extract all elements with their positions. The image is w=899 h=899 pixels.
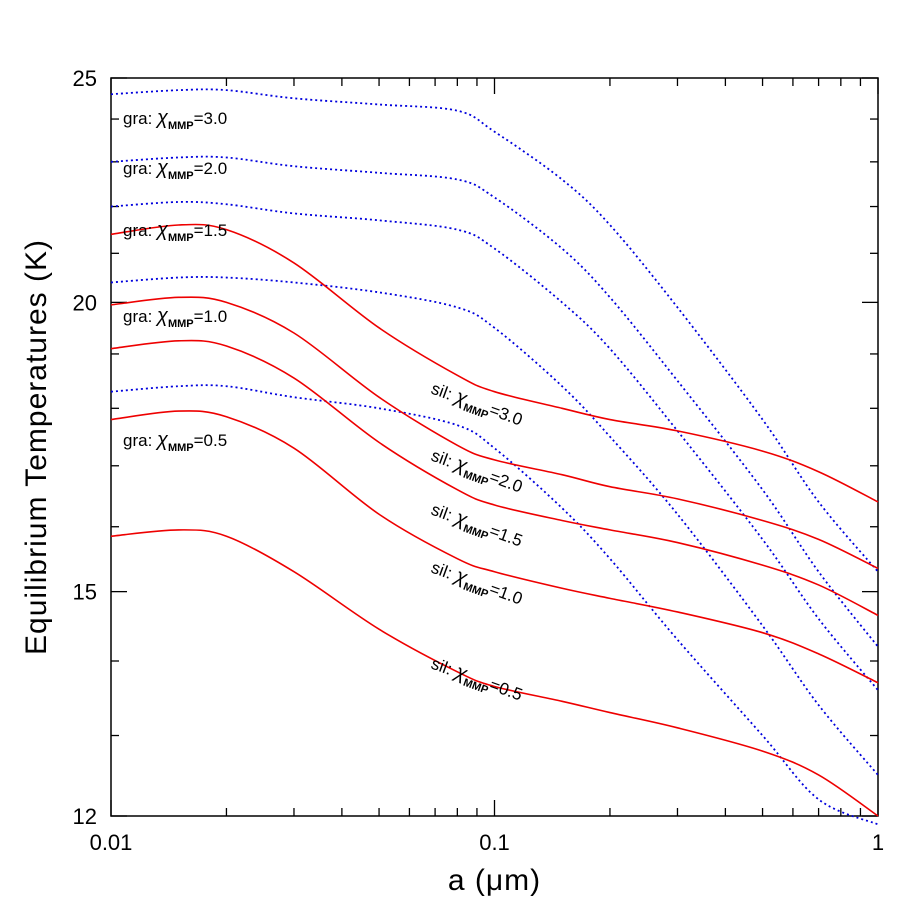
curve-label-sil-2-0: sil: χMMP=2.0: [427, 444, 525, 500]
y-axis-ticks: 12 15 20 25: [73, 66, 878, 829]
y-tick-label: 25: [73, 66, 97, 91]
curve-label-gra-0-5: gra: χMMP=0.5: [123, 429, 227, 454]
series-line-gra-2-0: [110, 155, 879, 648]
curve-label-sil-0-5: sil: χMMP=0.5: [427, 652, 525, 708]
x-axis-title: a (μm): [448, 864, 541, 897]
x-tick-label: 1: [872, 830, 884, 855]
curve-labels: gra: χMMP=3.0 gra: χMMP=2.0 gra: χMMP=1.5 g…: [123, 107, 525, 708]
curve-label-gra-2-0: gra: χMMP=2.0: [123, 157, 227, 182]
series-line-sil-0-5: [110, 529, 879, 817]
y-tick-label: 12: [73, 804, 97, 829]
series-lines: [110, 88, 879, 826]
curve-label-gra-1-5: gra: χMMP=1.5: [123, 219, 227, 244]
curve-label-sil-1-0: sil: χMMP=1.0: [427, 556, 525, 612]
series-line-sil-1-5: [110, 339, 879, 617]
y-tick-label: 20: [73, 290, 97, 315]
curve-label-gra-3-0: gra: χMMP=3.0: [123, 107, 227, 132]
y-axis-title: Equilibrium Temperatures (K): [20, 239, 53, 655]
series-line-sil-2-0: [110, 296, 879, 570]
series-line-sil-3-0: [110, 223, 879, 503]
y-tick-label: 15: [73, 580, 97, 605]
x-tick-label: 0.01: [90, 830, 133, 855]
x-axis-ticks: 0.01 0.1 1: [90, 78, 884, 855]
x-tick-label: 0.1: [479, 830, 510, 855]
curve-label-sil-3-0: sil: χMMP=3.0: [427, 377, 525, 433]
curve-label-gra-1-0: gra: χMMP=1.0: [123, 305, 227, 330]
series-line-sil-1-0: [110, 410, 879, 684]
series-line-gra-1-0: [110, 276, 879, 776]
curve-label-sil-1-5: sil: χMMP=1.5: [427, 498, 525, 554]
